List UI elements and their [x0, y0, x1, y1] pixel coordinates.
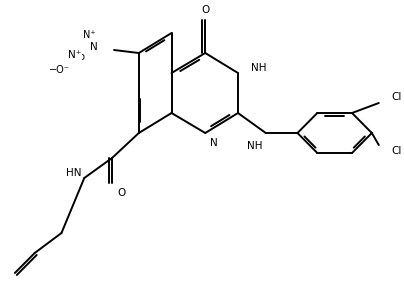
- Text: N⁺: N⁺: [68, 50, 81, 60]
- Text: N: N: [210, 138, 218, 148]
- Text: NH: NH: [247, 141, 263, 151]
- Text: N: N: [90, 42, 98, 52]
- Text: Cl: Cl: [391, 146, 402, 156]
- Text: ⁻o: ⁻o: [75, 52, 86, 62]
- Text: N⁺: N⁺: [83, 30, 96, 40]
- Text: −O⁻: −O⁻: [49, 65, 70, 75]
- Text: NH: NH: [251, 63, 266, 73]
- Text: O: O: [117, 188, 125, 198]
- Text: HN: HN: [66, 168, 81, 178]
- Text: Cl: Cl: [391, 92, 402, 102]
- Text: O: O: [201, 5, 209, 15]
